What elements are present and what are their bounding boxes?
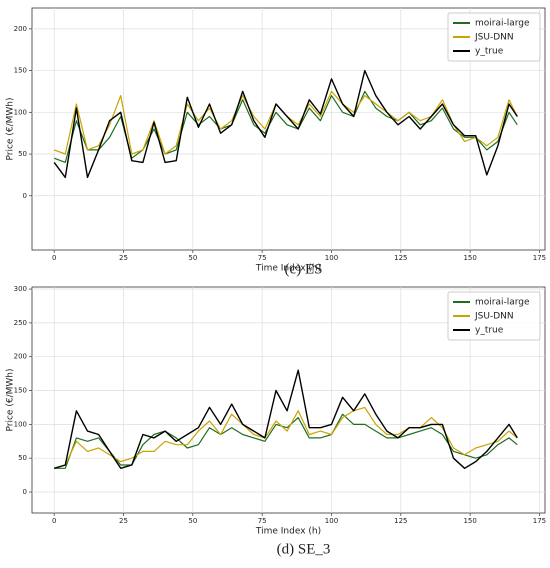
x-tick-label: 0	[52, 254, 56, 262]
x-tick-label: 100	[325, 517, 338, 525]
y-tick-label: 250	[14, 319, 27, 327]
x-tick-label: 0	[52, 517, 56, 525]
legend-label: JSU-DNN	[474, 33, 514, 43]
caption: (c) ES	[285, 261, 323, 277]
y-tick-label: 0	[23, 488, 27, 496]
y-axis-label: Price (€/MWh)	[6, 98, 16, 161]
y-tick-label: 150	[14, 387, 27, 395]
y-tick-label: 0	[23, 192, 27, 200]
legend-label: y_true	[475, 47, 504, 57]
x-tick-label: 125	[394, 517, 407, 525]
legend: moirai-large JSU-DNN y_true	[447, 12, 541, 62]
legend: moirai-large JSU-DNN y_true	[447, 291, 541, 341]
legend-label: y_true	[475, 326, 504, 336]
x-tick-label: 25	[119, 254, 128, 262]
y-tick-label: 50	[18, 454, 27, 462]
x-axis-label: Time Index (h)	[255, 264, 321, 274]
legend-label: moirai-large	[475, 19, 530, 29]
y-tick-label: 200	[14, 353, 27, 361]
y-axis-label: Price (€/MWh)	[6, 369, 16, 432]
series-line	[53, 69, 518, 179]
x-tick-label: 150	[463, 517, 476, 525]
series-line	[54, 406, 518, 469]
series-line	[54, 369, 518, 469]
caption: (d) SE_3	[277, 541, 331, 557]
x-tick-label: 125	[394, 254, 407, 262]
x-tick-label: 75	[258, 254, 267, 262]
legend-box	[447, 12, 541, 62]
y-tick-label: 300	[14, 285, 27, 293]
y-tick-label: 50	[18, 150, 27, 158]
x-axis-label: Time Index (h)	[255, 527, 321, 537]
x-tick-label: 25	[119, 517, 128, 525]
x-tick-label: 175	[533, 517, 546, 525]
x-tick-label: 100	[325, 254, 338, 262]
y-tick-label: 100	[14, 108, 27, 116]
legend-label: JSU-DNN	[474, 312, 514, 322]
y-tick-label: 150	[14, 67, 27, 75]
x-tick-label: 50	[188, 517, 197, 525]
legend-box	[447, 291, 541, 341]
x-tick-label: 50	[188, 254, 197, 262]
x-tick-label: 175	[533, 254, 546, 262]
x-tick-label: 75	[258, 517, 267, 525]
x-tick-label: 150	[463, 254, 476, 262]
legend-label: moirai-large	[475, 298, 530, 308]
y-tick-label: 100	[14, 420, 27, 428]
y-tick-label: 200	[14, 25, 27, 33]
